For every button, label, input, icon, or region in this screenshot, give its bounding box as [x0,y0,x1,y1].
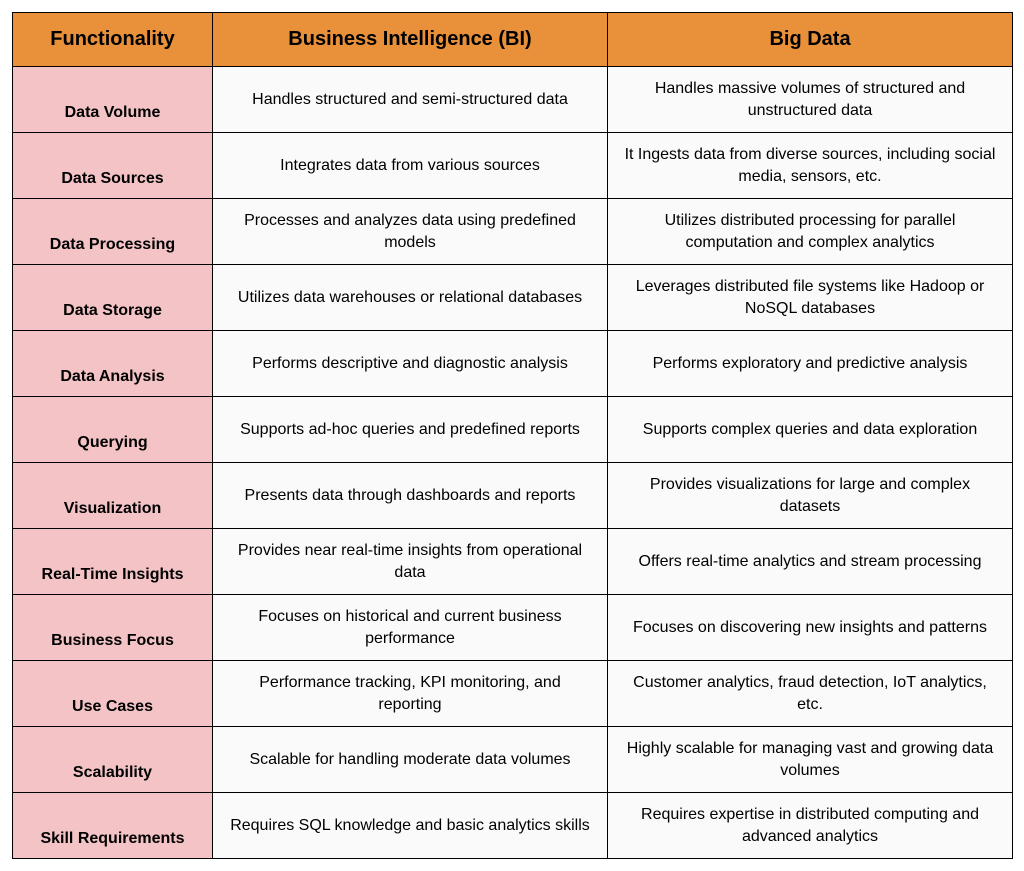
bigdata-cell: Leverages distributed file systems like … [608,265,1013,331]
functionality-cell: Visualization [13,463,213,529]
functionality-cell: Scalability [13,727,213,793]
table-row: Querying Supports ad-hoc queries and pre… [13,397,1013,463]
bigdata-cell: Highly scalable for managing vast and gr… [608,727,1013,793]
functionality-cell: Data Analysis [13,331,213,397]
bigdata-cell: Handles massive volumes of structured an… [608,67,1013,133]
functionality-cell: Querying [13,397,213,463]
comparison-table: Functionality Business Intelligence (BI)… [12,12,1013,859]
bi-cell: Handles structured and semi-structured d… [213,67,608,133]
bi-cell: Utilizes data warehouses or relational d… [213,265,608,331]
table-row: Business Focus Focuses on historical and… [13,595,1013,661]
table-row: Data Processing Processes and analyzes d… [13,199,1013,265]
table-header-row: Functionality Business Intelligence (BI)… [13,13,1013,67]
table-row: Scalability Scalable for handling modera… [13,727,1013,793]
bi-cell: Integrates data from various sources [213,133,608,199]
bi-cell: Focuses on historical and current busine… [213,595,608,661]
bi-cell: Scalable for handling moderate data volu… [213,727,608,793]
functionality-cell: Data Volume [13,67,213,133]
table-row: Data Storage Utilizes data warehouses or… [13,265,1013,331]
bigdata-cell: Supports complex queries and data explor… [608,397,1013,463]
bigdata-cell: Provides visualizations for large and co… [608,463,1013,529]
bigdata-cell: Performs exploratory and predictive anal… [608,331,1013,397]
bi-cell: Presents data through dashboards and rep… [213,463,608,529]
table-row: Skill Requirements Requires SQL knowledg… [13,793,1013,859]
bigdata-cell: Focuses on discovering new insights and … [608,595,1013,661]
table-row: Visualization Presents data through dash… [13,463,1013,529]
bi-cell: Provides near real-time insights from op… [213,529,608,595]
functionality-cell: Data Sources [13,133,213,199]
bi-cell: Supports ad-hoc queries and predefined r… [213,397,608,463]
functionality-cell: Use Cases [13,661,213,727]
bigdata-cell: Customer analytics, fraud detection, IoT… [608,661,1013,727]
functionality-cell: Real-Time Insights [13,529,213,595]
table-row: Real-Time Insights Provides near real-ti… [13,529,1013,595]
bigdata-cell: Utilizes distributed processing for para… [608,199,1013,265]
functionality-cell: Skill Requirements [13,793,213,859]
bi-cell: Requires SQL knowledge and basic analyti… [213,793,608,859]
header-bi: Business Intelligence (BI) [213,13,608,67]
functionality-cell: Data Processing [13,199,213,265]
header-functionality: Functionality [13,13,213,67]
table-row: Data Sources Integrates data from variou… [13,133,1013,199]
functionality-cell: Business Focus [13,595,213,661]
bi-cell: Performance tracking, KPI monitoring, an… [213,661,608,727]
bigdata-cell: It Ingests data from diverse sources, in… [608,133,1013,199]
table-body: Data Volume Handles structured and semi-… [13,67,1013,859]
functionality-cell: Data Storage [13,265,213,331]
bigdata-cell: Offers real-time analytics and stream pr… [608,529,1013,595]
table-row: Use Cases Performance tracking, KPI moni… [13,661,1013,727]
bi-cell: Performs descriptive and diagnostic anal… [213,331,608,397]
table-row: Data Analysis Performs descriptive and d… [13,331,1013,397]
bi-cell: Processes and analyzes data using predef… [213,199,608,265]
table-row: Data Volume Handles structured and semi-… [13,67,1013,133]
bigdata-cell: Requires expertise in distributed comput… [608,793,1013,859]
header-bigdata: Big Data [608,13,1013,67]
